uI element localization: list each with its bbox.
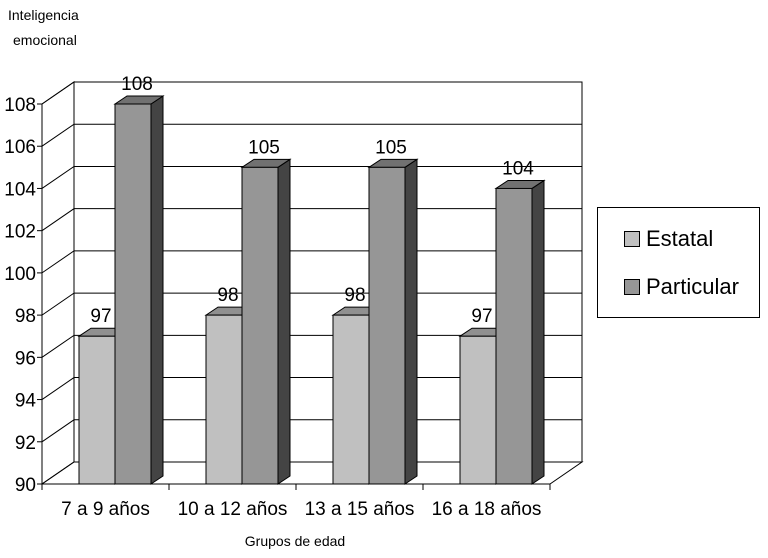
data-label: 98: [217, 285, 238, 306]
bar: [78, 335, 116, 485]
gridline: [41, 81, 582, 105]
bar: [459, 335, 497, 485]
bar: [332, 314, 370, 485]
gridline: [41, 123, 582, 147]
legend: Estatal Particular: [597, 207, 760, 318]
bar: [114, 103, 152, 485]
bar: [241, 166, 279, 485]
data-label: 104: [502, 158, 534, 179]
x-tick-label: 7 a 9 años: [61, 499, 150, 520]
bar-side: [404, 158, 418, 485]
bar: [205, 314, 243, 485]
data-label: 105: [375, 137, 407, 158]
y-tick-label: 90: [15, 475, 36, 496]
data-label: 97: [471, 306, 492, 327]
y-tick-label: 92: [15, 433, 36, 454]
y-tick-label: 98: [15, 306, 36, 327]
x-tick-label: 10 a 12 años: [178, 499, 288, 520]
y-tick-label: 106: [4, 137, 36, 158]
legend-item-estatal: Estatal: [624, 226, 713, 252]
data-label: 108: [121, 74, 153, 95]
plot-side-wall: [41, 81, 75, 485]
bar: [368, 166, 406, 485]
y-tick-label: 108: [4, 95, 36, 116]
data-label: 105: [248, 137, 280, 158]
legend-label-particular: Particular: [646, 274, 739, 299]
y-axis-label-line-2: emocional: [13, 32, 77, 48]
y-axis-label-line-1: Inteligencia: [8, 7, 79, 23]
data-label: 98: [344, 285, 365, 306]
y-tick-label: 102: [4, 222, 36, 243]
y-tick-label: 104: [4, 179, 36, 200]
legend-swatch-estatal: [624, 231, 640, 247]
legend-swatch-particular: [624, 279, 640, 295]
y-tick-label: 100: [4, 264, 36, 285]
legend-label-estatal: Estatal: [646, 226, 714, 251]
bar: [495, 187, 533, 485]
bar-side: [277, 158, 291, 485]
legend-item-particular: Particular: [624, 274, 739, 300]
x-axis-label: Grupos de edad: [245, 533, 345, 549]
y-tick-label: 94: [15, 391, 37, 412]
y-tick-label: 96: [15, 348, 36, 369]
x-tick-label: 16 a 18 años: [432, 499, 542, 520]
bar-side: [150, 95, 164, 485]
x-tick-label: 13 a 15 años: [305, 499, 415, 520]
bar-side: [531, 179, 545, 485]
data-label: 97: [90, 306, 111, 327]
